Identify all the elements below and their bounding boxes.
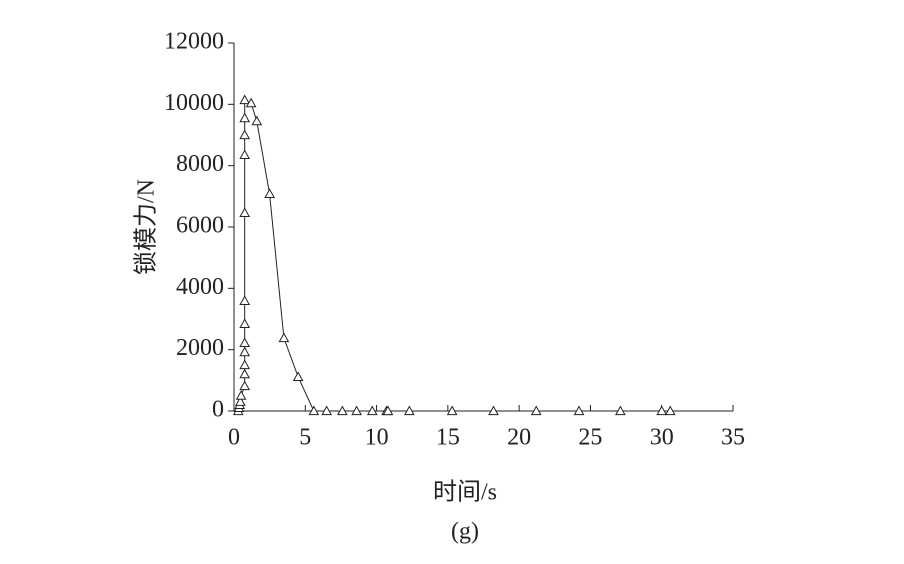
- marker: [239, 359, 251, 370]
- x-tick-label: 25: [578, 425, 602, 451]
- x-tick-label: 5: [299, 425, 311, 451]
- y-tick-label: 4000: [176, 274, 224, 300]
- marker: [245, 97, 257, 108]
- y-tick-label: 2000: [176, 335, 224, 361]
- marker: [264, 188, 275, 198]
- marker: [615, 405, 626, 416]
- marker: [664, 405, 676, 416]
- marker: [239, 368, 251, 379]
- marker: [278, 332, 290, 343]
- marker: [321, 405, 333, 416]
- x-tick-label: 10: [365, 425, 389, 451]
- x-tick-label: 15: [436, 425, 460, 451]
- y-tick-label: 6000: [176, 213, 224, 239]
- marker: [404, 405, 415, 416]
- marker: [530, 405, 542, 416]
- marker: [292, 371, 304, 382]
- y-axis-label: 锁模力/N: [133, 179, 160, 275]
- marker: [351, 405, 362, 416]
- data-line: [237, 99, 671, 412]
- marker: [337, 405, 348, 416]
- marker: [239, 129, 251, 140]
- marker: [239, 207, 251, 217]
- caption: (g): [451, 519, 479, 545]
- marker: [239, 112, 251, 123]
- marker: [366, 405, 378, 416]
- marker: [235, 396, 246, 406]
- marker: [308, 405, 320, 416]
- x-tick-label: 30: [650, 425, 674, 451]
- marker: [239, 318, 251, 329]
- marker: [239, 346, 251, 357]
- x-tick-label: 20: [507, 425, 531, 451]
- y-tick-label: 8000: [176, 151, 224, 177]
- marker: [382, 405, 394, 416]
- marker: [239, 149, 251, 160]
- y-tick-label: 10000: [164, 90, 224, 116]
- y-tick-label: 0: [212, 397, 224, 423]
- x-axis-label: 时间/s: [433, 479, 497, 506]
- marker: [239, 337, 251, 348]
- marker: [656, 405, 668, 416]
- marker: [251, 115, 263, 126]
- marker: [235, 390, 247, 400]
- marker: [573, 405, 585, 416]
- y-tick-label: 12000: [164, 29, 224, 55]
- marker: [446, 405, 458, 416]
- marker: [239, 94, 251, 105]
- x-tick-label: 35: [721, 425, 745, 451]
- x-tick-label: 0: [228, 425, 240, 451]
- marker: [239, 295, 251, 306]
- marker: [239, 380, 251, 391]
- marker: [488, 405, 499, 416]
